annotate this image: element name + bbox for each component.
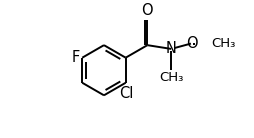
Text: CH₃: CH₃ bbox=[211, 37, 235, 50]
Text: F: F bbox=[72, 50, 80, 65]
Text: CH₃: CH₃ bbox=[159, 71, 183, 84]
Text: O: O bbox=[141, 3, 153, 18]
Text: Cl: Cl bbox=[119, 86, 134, 101]
Text: N: N bbox=[166, 41, 177, 56]
Text: O: O bbox=[186, 36, 197, 51]
